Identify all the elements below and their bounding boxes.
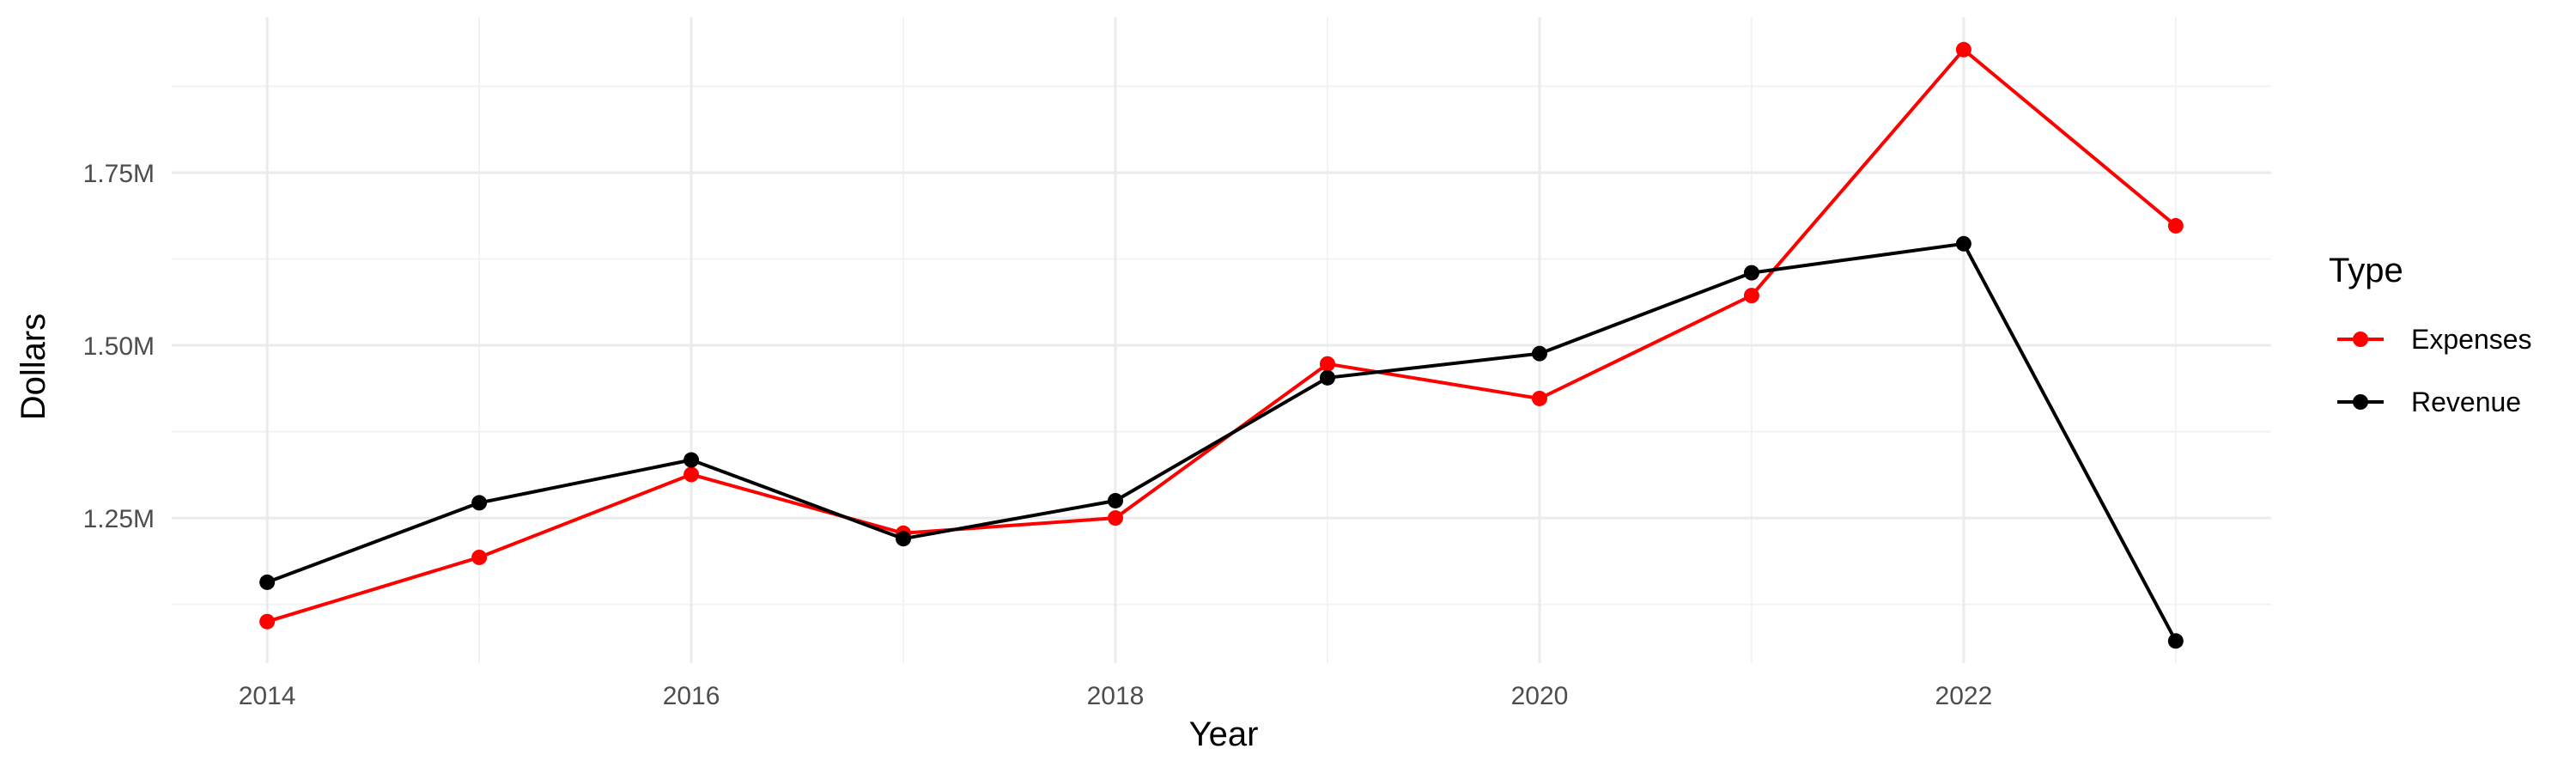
y-tick-label: 1.25M <box>83 505 155 533</box>
data-point-revenue <box>683 452 700 468</box>
data-point-expenses <box>1108 510 1124 526</box>
data-point-expenses <box>1319 356 1335 372</box>
x-tick-label: 2016 <box>663 682 720 710</box>
legend-key-point <box>2353 394 2368 410</box>
series-revenue <box>259 235 2184 649</box>
data-point-expenses <box>683 466 700 483</box>
data-point-expenses <box>1955 41 1971 58</box>
x-axis-ticks: 2014 2016 2018 2020 2022 <box>239 682 1993 710</box>
legend: Type Expenses Revenue <box>2329 252 2532 417</box>
legend-item-expenses: Expenses <box>2337 324 2532 355</box>
data-point-revenue <box>471 495 488 511</box>
data-point-revenue <box>2167 633 2184 649</box>
data-point-expenses <box>2167 217 2184 234</box>
data-point-revenue <box>1955 235 1971 252</box>
y-tick-label: 1.75M <box>83 160 155 188</box>
grid <box>172 17 2271 663</box>
series-layer <box>259 41 2184 649</box>
x-axis-title: Year <box>1189 715 1259 753</box>
x-tick-label: 2018 <box>1087 682 1145 710</box>
series-line-expenses <box>266 47 2178 624</box>
series-line-revenue <box>266 241 2178 642</box>
data-point-revenue <box>1743 265 1759 281</box>
legend-label: Expenses <box>2411 324 2532 355</box>
data-point-revenue <box>1319 369 1335 386</box>
data-point-revenue <box>896 531 912 547</box>
data-point-expenses <box>471 549 488 565</box>
data-point-expenses <box>259 613 276 630</box>
x-tick-label: 2022 <box>1935 682 1993 710</box>
x-tick-label: 2014 <box>239 682 296 710</box>
series-expenses <box>259 41 2184 630</box>
legend-items: Expenses Revenue <box>2337 324 2532 417</box>
y-axis-ticks: 1.25M 1.50M 1.75M <box>83 160 155 533</box>
data-point-expenses <box>1743 288 1759 304</box>
legend-title: Type <box>2329 252 2403 289</box>
data-point-revenue <box>259 574 276 590</box>
data-point-expenses <box>1531 390 1547 406</box>
data-point-revenue <box>1531 345 1547 362</box>
data-point-revenue <box>1108 492 1124 508</box>
legend-key-point <box>2353 332 2368 347</box>
legend-item-revenue: Revenue <box>2337 386 2521 417</box>
legend-label: Revenue <box>2411 386 2521 417</box>
x-tick-label: 2020 <box>1511 682 1569 710</box>
y-axis-title: Dollars <box>15 313 52 420</box>
y-tick-label: 1.50M <box>83 332 155 361</box>
